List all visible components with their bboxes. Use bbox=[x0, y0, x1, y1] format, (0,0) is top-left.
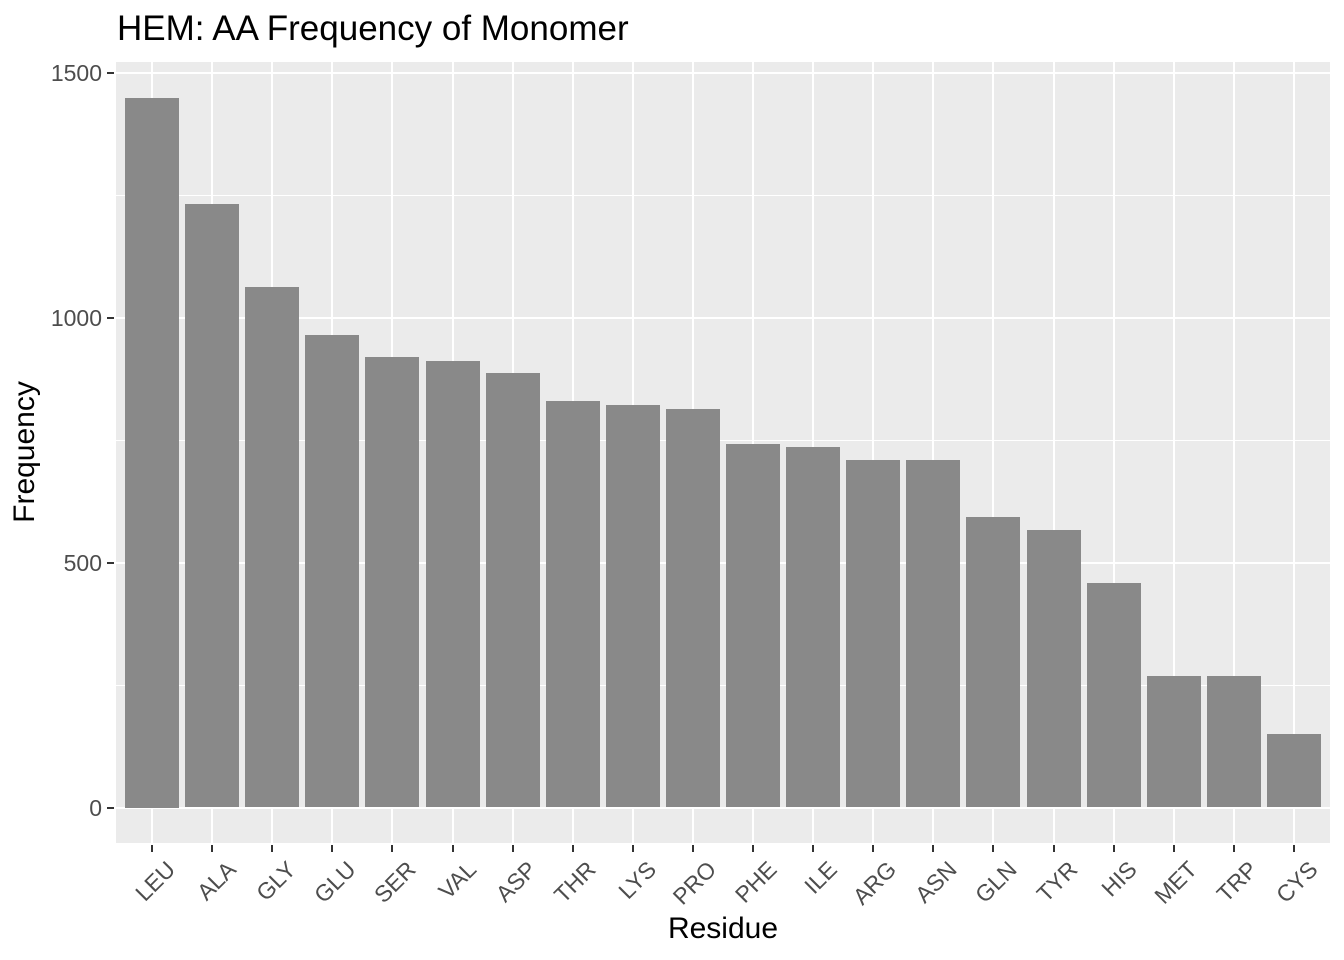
x-tick-label-SER: SER bbox=[369, 856, 421, 908]
x-tick-mark-LEU bbox=[151, 845, 154, 852]
bar-ALA bbox=[185, 204, 240, 808]
x-tick-mark-VAL bbox=[451, 845, 454, 852]
bar-ASP bbox=[485, 373, 540, 808]
y-tick-label-0: 0 bbox=[89, 794, 102, 821]
vertical-gridline-TRP bbox=[1232, 62, 1235, 843]
x-tick-mark-ASP bbox=[511, 845, 514, 852]
x-tick-label-HIS: HIS bbox=[1096, 856, 1143, 902]
bar-ARG bbox=[846, 459, 901, 808]
y-tick-label-1500: 1500 bbox=[50, 60, 102, 87]
y-tick-label-1000: 1000 bbox=[50, 304, 102, 331]
major-gridline-1000 bbox=[116, 316, 1330, 319]
x-tick-mark-ALA bbox=[211, 845, 214, 852]
x-tick-label-TYR: TYR bbox=[1031, 856, 1082, 907]
minor-gridline-1250 bbox=[116, 194, 1330, 196]
x-tick-mark-TYR bbox=[1052, 845, 1055, 852]
x-tick-mark-PRO bbox=[691, 845, 694, 852]
vertical-gridline-ASN bbox=[932, 62, 935, 843]
x-tick-mark-TRP bbox=[1232, 845, 1235, 852]
y-axis-title: Frequency bbox=[8, 381, 41, 523]
vertical-gridline-CYS bbox=[1292, 62, 1295, 843]
bar-SER bbox=[365, 356, 420, 808]
plot-panel bbox=[116, 62, 1330, 843]
x-tick-label-GLN: GLN bbox=[970, 856, 1022, 908]
x-tick-label-PHE: PHE bbox=[729, 856, 782, 908]
x-tick-label-LYS: LYS bbox=[613, 856, 662, 904]
x-tick-label-THR: THR bbox=[549, 856, 602, 908]
major-gridline-500 bbox=[116, 561, 1330, 564]
bar-GLU bbox=[305, 335, 360, 808]
bar-VAL bbox=[425, 361, 480, 808]
chart-title: HEM: AA Frequency of Monomer bbox=[117, 9, 629, 48]
x-tick-mark-GLU bbox=[331, 845, 334, 852]
bar-ILE bbox=[786, 446, 841, 808]
x-tick-mark-ILE bbox=[812, 845, 815, 852]
minor-gridline-750 bbox=[116, 439, 1330, 441]
y-tick-mark-1500 bbox=[107, 72, 114, 75]
y-tick-mark-1000 bbox=[107, 316, 114, 319]
vertical-gridline-MET bbox=[1172, 62, 1175, 843]
x-tick-label-PRO: PRO bbox=[667, 856, 722, 910]
bar-ASN bbox=[906, 460, 961, 808]
y-tick-mark-500 bbox=[107, 561, 114, 564]
x-tick-mark-CYS bbox=[1292, 845, 1295, 852]
minor-gridline-250 bbox=[116, 684, 1330, 686]
x-tick-label-GLU: GLU bbox=[308, 856, 361, 908]
major-gridline-0 bbox=[116, 806, 1330, 809]
x-tick-mark-GLY bbox=[271, 845, 274, 852]
bar-GLN bbox=[966, 516, 1021, 808]
bar-THR bbox=[545, 401, 600, 808]
bar-PRO bbox=[665, 409, 720, 808]
x-tick-label-ASP: ASP bbox=[490, 856, 542, 907]
y-tick-mark-0 bbox=[107, 806, 114, 809]
bar-CYS bbox=[1266, 734, 1321, 808]
x-axis-title: Residue bbox=[667, 912, 779, 945]
bar-GLY bbox=[245, 287, 300, 808]
x-tick-mark-SER bbox=[391, 845, 394, 852]
vertical-gridline-GLN bbox=[992, 62, 995, 843]
x-tick-mark-PHE bbox=[752, 845, 755, 852]
x-tick-label-ARG: ARG bbox=[848, 856, 902, 910]
x-tick-label-ALA: ALA bbox=[191, 856, 241, 906]
x-tick-mark-HIS bbox=[1112, 845, 1115, 852]
vertical-gridline-TYR bbox=[1052, 62, 1055, 843]
x-tick-label-GLY: GLY bbox=[250, 856, 301, 906]
x-tick-mark-ASN bbox=[932, 845, 935, 852]
bar-PHE bbox=[726, 443, 781, 808]
x-tick-label-TRP: TRP bbox=[1211, 856, 1263, 907]
x-tick-mark-LYS bbox=[631, 845, 634, 852]
vertical-gridline-ARG bbox=[872, 62, 875, 843]
bar-MET bbox=[1146, 676, 1201, 808]
major-gridline-1500 bbox=[116, 72, 1330, 75]
bar-TRP bbox=[1206, 676, 1261, 808]
x-tick-label-CYS: CYS bbox=[1270, 856, 1323, 908]
bar-TYR bbox=[1026, 530, 1081, 808]
x-tick-mark-GLN bbox=[992, 845, 995, 852]
x-tick-label-LEU: LEU bbox=[130, 856, 181, 907]
x-tick-label-ASN: ASN bbox=[909, 856, 962, 908]
x-tick-label-VAL: VAL bbox=[433, 856, 481, 904]
bar-HIS bbox=[1086, 582, 1141, 808]
bar-LYS bbox=[605, 405, 660, 808]
x-tick-mark-THR bbox=[571, 845, 574, 852]
x-tick-mark-ARG bbox=[872, 845, 875, 852]
bar-LEU bbox=[125, 97, 180, 808]
x-tick-mark-MET bbox=[1172, 845, 1175, 852]
vertical-gridline-HIS bbox=[1112, 62, 1115, 843]
x-tick-label-MET: MET bbox=[1149, 856, 1203, 909]
y-tick-label-500: 500 bbox=[63, 549, 102, 576]
x-tick-label-ILE: ILE bbox=[798, 856, 842, 899]
